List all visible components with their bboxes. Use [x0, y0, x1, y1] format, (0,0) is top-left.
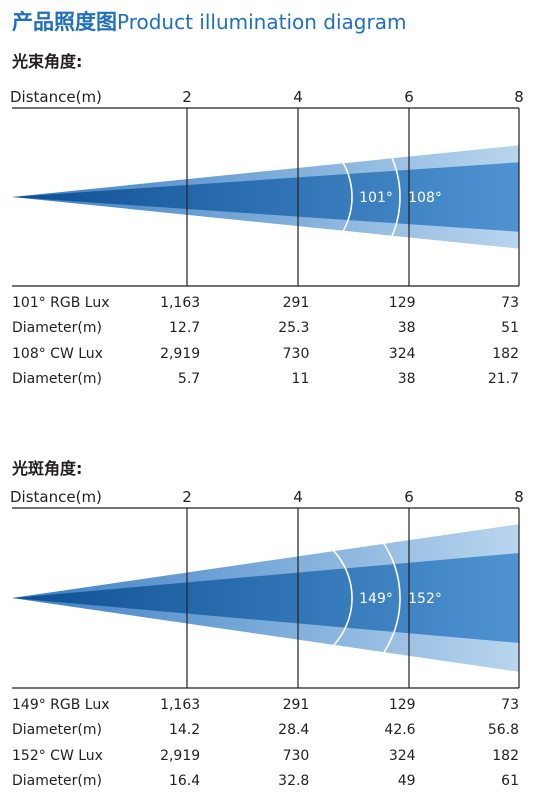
beam-angle-heading: 光束角度: — [12, 52, 83, 71]
table-cell: 28.4 — [278, 722, 310, 739]
arrowhead-icon — [356, 518, 364, 526]
row-label: Diameter(m) — [12, 320, 102, 337]
table-cell: 73 — [501, 696, 519, 713]
beam-angle-table: 101° RGB Lux 1,163 291 129 73 Diameter(m) 12.7… — [0, 290, 533, 392]
outer-angle-label: 152° — [408, 591, 442, 607]
field-angle-diagram: Distance(m) 2 4 6 8 149° 152° — [0, 483, 533, 690]
row-label: 108° CW Lux — [12, 345, 103, 362]
distance-label: Distance(m) — [10, 88, 102, 106]
table-row: Diameter(m) 5.7 11 38 21.7 — [0, 367, 533, 393]
table-cell: 32.8 — [278, 773, 310, 790]
inner-angle-label: 101° — [359, 190, 393, 206]
table-cell: 1,163 — [160, 294, 201, 311]
table-row: 108° CW Lux 2,919 730 324 182 — [0, 341, 533, 367]
arrowhead-icon — [320, 141, 328, 149]
table-cell: 291 — [282, 294, 310, 311]
outer-angle-label: 108° — [408, 190, 442, 206]
inner-angle-arc — [325, 542, 353, 654]
outer-angle-arc — [361, 519, 401, 677]
table-cell: 73 — [501, 294, 519, 311]
table-row: Diameter(m) 16.4 32.8 49 61 — [0, 769, 533, 795]
table-cell: 25.3 — [278, 320, 310, 337]
table-cell: 51 — [501, 320, 519, 337]
row-label: 149° RGB Lux — [12, 696, 110, 713]
table-cell: 291 — [282, 696, 310, 713]
table-cell: 129 — [388, 696, 416, 713]
table-cell: 730 — [282, 345, 310, 362]
table-cell: 11 — [291, 371, 310, 388]
table-cell: 16.4 — [168, 773, 201, 790]
arrowhead-icon — [320, 646, 328, 654]
title-english: Product illumination diagram — [117, 10, 407, 34]
table-cell: 38 — [397, 371, 416, 388]
table-cell: 12.7 — [169, 320, 201, 337]
page-title: 产品照度图Product illumination diagram — [12, 6, 406, 36]
distance-tick-label: 4 — [293, 88, 303, 106]
table-cell: 42.6 — [384, 722, 416, 739]
distance-tick-label: 4 — [293, 488, 303, 506]
arrowhead-icon — [356, 117, 364, 125]
table-cell: 49 — [397, 773, 416, 790]
table-cell: 730 — [282, 747, 310, 764]
table-row: 152° CW Lux 2,919 730 324 182 — [0, 743, 533, 769]
distance-tick-label: 6 — [404, 88, 414, 106]
table-cell: 324 — [388, 345, 416, 362]
table-cell: 182 — [492, 747, 519, 764]
table-cell: 21.7 — [487, 371, 519, 388]
distance-tick-label: 2 — [182, 88, 192, 106]
beam-angle-diagram: Distance(m) 2 4 6 8 101° 108° — [0, 83, 533, 288]
arrowhead-icon — [356, 269, 364, 277]
table-cell: 2,919 — [160, 345, 201, 362]
row-label: 101° RGB Lux — [12, 294, 110, 311]
table-cell: 324 — [388, 747, 416, 764]
distance-tick-label: 8 — [514, 88, 524, 106]
distance-tick-label: 6 — [404, 488, 414, 506]
row-label: 152° CW Lux — [12, 747, 103, 764]
table-row: 101° RGB Lux 1,163 291 129 73 — [0, 290, 533, 316]
table-cell: 1,163 — [160, 696, 201, 713]
table-cell: 56.8 — [487, 722, 519, 739]
arrowhead-icon — [320, 245, 328, 253]
distance-tick-label: 2 — [182, 488, 192, 506]
row-label: Diameter(m) — [12, 773, 102, 790]
table-cell: 2,919 — [160, 747, 201, 764]
table-cell: 38 — [397, 320, 416, 337]
arrowhead-icon — [356, 670, 364, 678]
distance-tick-label: 8 — [514, 488, 524, 506]
distance-label: Distance(m) — [10, 488, 102, 506]
table-row: Diameter(m) 14.2 28.4 42.6 56.8 — [0, 718, 533, 744]
table-cell: 129 — [388, 294, 416, 311]
table-row: 149° RGB Lux 1,163 291 129 73 — [0, 692, 533, 718]
outer-angle-arc — [361, 118, 401, 276]
table-cell: 5.7 — [177, 371, 201, 388]
table-cell: 14.2 — [168, 722, 201, 739]
field-angle-table: 149° RGB Lux 1,163 291 129 73 Diameter(m) 14.2… — [0, 692, 533, 794]
inner-light-cone — [12, 553, 519, 643]
table-cell: 182 — [492, 345, 519, 362]
field-angle-heading: 光斑角度: — [12, 459, 83, 478]
inner-light-cone — [12, 162, 519, 232]
inner-angle-arc — [325, 141, 353, 253]
title-chinese: 产品照度图 — [12, 10, 117, 34]
row-label: Diameter(m) — [12, 371, 102, 388]
inner-angle-label: 149° — [359, 591, 393, 607]
arrowhead-icon — [320, 542, 328, 550]
table-row: Diameter(m) 12.7 25.3 38 51 — [0, 316, 533, 342]
table-cell: 61 — [501, 773, 519, 790]
row-label: Diameter(m) — [12, 722, 102, 739]
